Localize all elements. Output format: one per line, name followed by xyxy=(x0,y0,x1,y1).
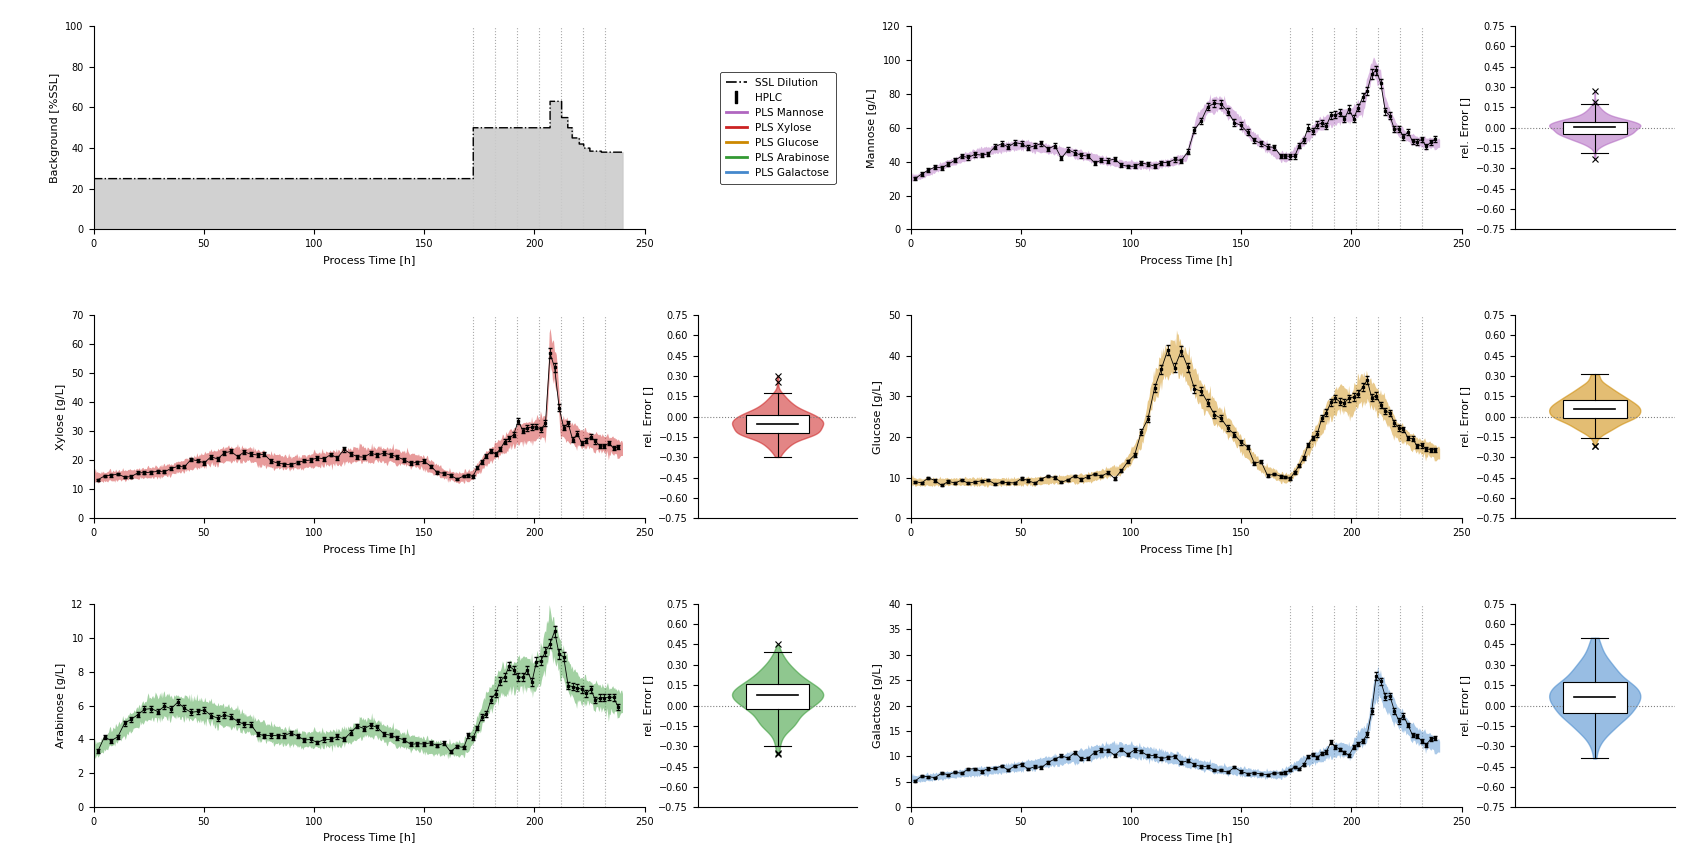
Y-axis label: Xylose [g/L]: Xylose [g/L] xyxy=(56,384,66,450)
X-axis label: Process Time [h]: Process Time [h] xyxy=(323,254,415,265)
Bar xyxy=(746,415,809,433)
X-axis label: Process Time [h]: Process Time [h] xyxy=(323,832,415,843)
Bar xyxy=(1562,682,1627,713)
X-axis label: Process Time [h]: Process Time [h] xyxy=(1141,254,1232,265)
Y-axis label: Background [%SSL]: Background [%SSL] xyxy=(49,73,60,183)
Y-axis label: Mannose [g/L]: Mannose [g/L] xyxy=(867,88,877,168)
X-axis label: Process Time [h]: Process Time [h] xyxy=(323,543,415,554)
Y-axis label: rel. Error []: rel. Error [] xyxy=(1460,675,1470,736)
X-axis label: Process Time [h]: Process Time [h] xyxy=(1141,832,1232,843)
Bar xyxy=(746,684,809,709)
Legend: SSL Dilution, HPLC, PLS Mannose, PLS Xylose, PLS Glucose, PLS Arabinose, PLS Gal: SSL Dilution, HPLC, PLS Mannose, PLS Xyl… xyxy=(719,72,836,184)
Y-axis label: Glucose [g/L]: Glucose [g/L] xyxy=(874,379,882,454)
Y-axis label: Galactose [g/L]: Galactose [g/L] xyxy=(872,663,882,748)
Y-axis label: rel. Error []: rel. Error [] xyxy=(643,675,653,736)
Y-axis label: rel. Error []: rel. Error [] xyxy=(1460,97,1470,158)
X-axis label: Process Time [h]: Process Time [h] xyxy=(1141,543,1232,554)
Y-axis label: rel. Error []: rel. Error [] xyxy=(1460,386,1470,447)
Bar xyxy=(1562,122,1627,135)
Y-axis label: Arabinose [g/L]: Arabinose [g/L] xyxy=(56,663,66,748)
Y-axis label: rel. Error []: rel. Error [] xyxy=(643,386,653,447)
Bar xyxy=(1562,400,1627,418)
